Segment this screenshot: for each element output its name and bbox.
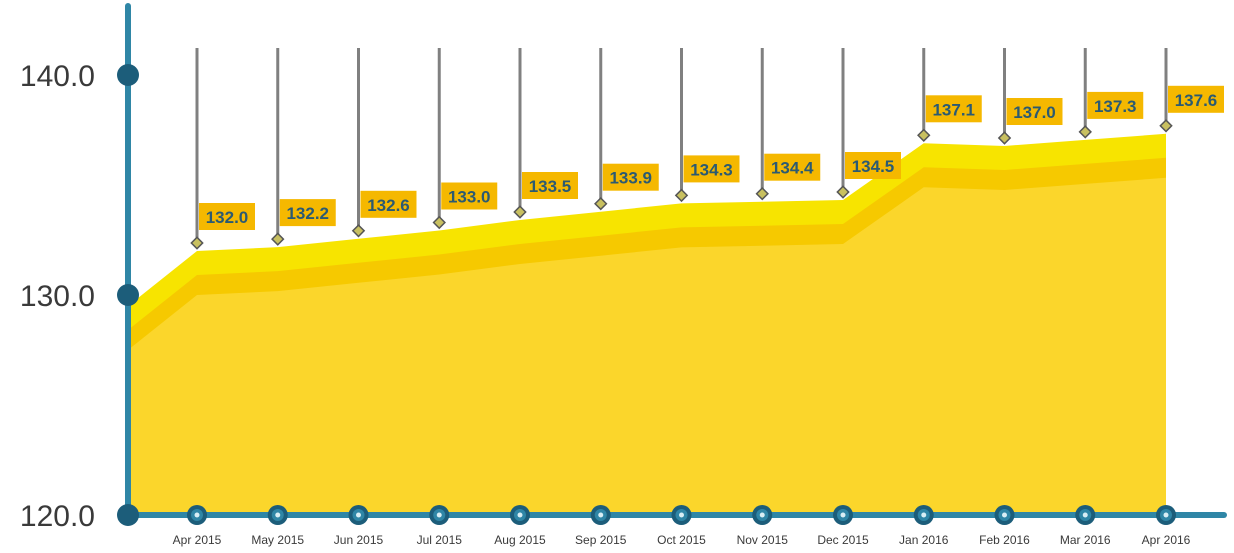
data-point-marker — [513, 205, 527, 219]
x-tick-label: Dec 2015 — [817, 533, 869, 547]
x-tick-label: Sep 2015 — [575, 533, 627, 547]
data-label: 134.4 — [771, 159, 814, 178]
y-tick-label: 140.0 — [20, 60, 95, 93]
data-label: 132.6 — [367, 196, 410, 215]
data-point-marker — [836, 185, 850, 199]
y-tick-dot — [117, 284, 139, 306]
data-label: 134.3 — [690, 160, 733, 179]
data-label-box — [522, 172, 578, 199]
x-tick-dot-center — [1082, 512, 1088, 518]
data-label-box — [360, 190, 417, 218]
data-label-box — [683, 155, 740, 183]
data-label: 133.0 — [448, 188, 491, 207]
y-tick-dot — [117, 64, 139, 86]
data-point-marker — [917, 128, 931, 143]
data-point-marker — [594, 196, 608, 211]
data-label-box — [1087, 91, 1144, 119]
x-tick-dot-center — [275, 512, 281, 518]
data-label: 137.3 — [1094, 97, 1137, 116]
data-label-box — [199, 203, 255, 230]
data-label: 132.0 — [206, 208, 249, 227]
x-tick-dot-center — [759, 512, 765, 518]
y-tick-label: 130.0 — [20, 280, 95, 313]
x-tick-dot-center — [356, 512, 361, 518]
x-tick-dot-center — [598, 512, 604, 518]
x-tick-dot-center — [921, 512, 927, 518]
x-tick-dot-center — [194, 512, 200, 518]
data-label-box — [764, 153, 821, 181]
data-label-box — [1168, 85, 1224, 113]
x-tick-label: Jul 2015 — [417, 533, 463, 547]
x-axis-ticks: Apr 2015 May 2015 Jun 2015 Jul 2015 Aug 2015… — [173, 505, 1191, 547]
data-label: 133.5 — [529, 177, 572, 196]
data-point-marker — [432, 215, 446, 230]
x-tick-dot-center — [1163, 512, 1169, 518]
data-point-marker — [997, 131, 1012, 145]
area-main — [128, 177, 1166, 516]
x-tick-label: Mar 2016 — [1060, 533, 1111, 547]
data-point-marker — [1078, 125, 1092, 139]
x-tick-dot-center — [517, 512, 523, 518]
x-tick-dot-center — [679, 512, 684, 518]
data-label-box — [602, 163, 659, 191]
data-point-marker — [755, 186, 769, 201]
x-tick-label: Nov 2015 — [737, 533, 789, 547]
data-label-box — [925, 95, 982, 123]
data-point-marker — [271, 232, 285, 246]
data-label-box — [845, 152, 901, 179]
x-tick-dot-center — [840, 512, 846, 518]
data-point-marker — [190, 236, 204, 250]
x-tick-label: Apr 2015 — [173, 533, 222, 547]
x-tick-label: Oct 2015 — [657, 533, 706, 547]
data-markers — [190, 119, 1173, 250]
area-layers — [128, 133, 1166, 516]
label-stems — [195, 48, 1168, 243]
x-tick-label: Apr 2016 — [1142, 533, 1191, 547]
data-label: 132.2 — [286, 204, 329, 223]
data-label-box — [441, 182, 498, 210]
data-label: 133.9 — [609, 169, 652, 188]
y-tick-dot — [117, 504, 139, 526]
y-tick-label: 120.0 — [20, 500, 95, 533]
data-label-box — [1006, 98, 1063, 125]
data-label: 137.0 — [1013, 103, 1056, 122]
x-tick-label: Jan 2016 — [899, 533, 949, 547]
data-label-box — [279, 199, 336, 227]
data-labels: 132.0 132.2 132.6 133.0 133.5 133.9 134.3 134.4… — [199, 85, 1224, 230]
data-point-marker — [351, 224, 366, 238]
x-tick-label: Feb 2016 — [979, 533, 1030, 547]
data-point-marker — [1159, 119, 1173, 133]
x-tick-dot-center — [436, 512, 442, 518]
x-tick-label: Jun 2015 — [334, 533, 384, 547]
data-label: 137.1 — [932, 100, 975, 119]
x-tick-dot-center — [1002, 512, 1007, 518]
data-point-marker — [674, 188, 689, 203]
data-label: 134.5 — [852, 157, 895, 176]
x-tick-label: Aug 2015 — [494, 533, 546, 547]
data-label: 137.6 — [1175, 91, 1218, 110]
y-axis-ticks: 120.0 130.0 140.0 — [20, 60, 139, 533]
x-tick-label: May 2015 — [251, 533, 304, 547]
